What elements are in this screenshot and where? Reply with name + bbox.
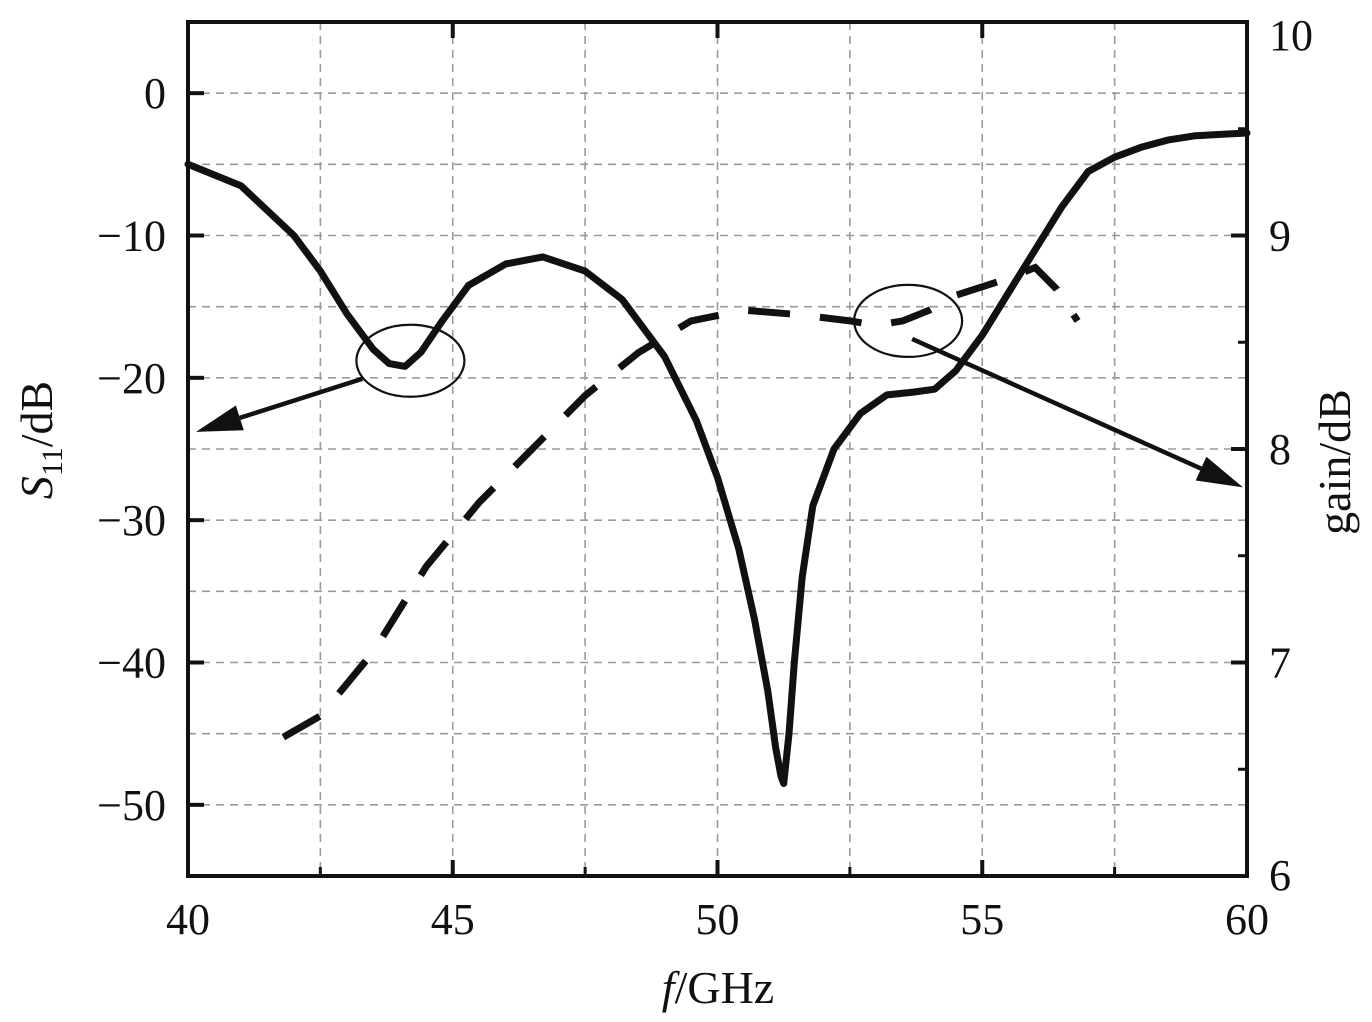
y-left-tick-label: −30 (97, 496, 166, 545)
x-tick-label: 40 (166, 895, 210, 944)
y-right-tick-label: 10 (1269, 11, 1313, 60)
y-right-tick-label: 8 (1269, 425, 1291, 474)
marker-ellipse (355, 323, 466, 398)
x-tick-label: 60 (1225, 895, 1269, 944)
x-tick-label: 45 (431, 895, 475, 944)
y-left-tick-label: −50 (97, 781, 166, 830)
s11-series-line (184, 129, 1251, 787)
y-left-tick-label: −40 (97, 639, 166, 688)
y-right-tick-label: 9 (1269, 212, 1291, 261)
y-right-tick-label: 6 (1269, 851, 1291, 900)
x-axis-title: f/GHz (662, 962, 774, 1013)
y-left-axis-title: S11/dB (11, 381, 69, 499)
y-left-tick-label: −10 (97, 212, 166, 261)
arrow-head-icon (196, 405, 244, 432)
annotations (196, 283, 1243, 488)
marker-ellipse (853, 283, 964, 358)
annotation-arrow-line (239, 376, 364, 421)
arrow-head-icon (1195, 456, 1243, 488)
gain-series-line (281, 263, 1081, 741)
x-tick-label: 55 (960, 895, 1004, 944)
annotation-arrow-line (911, 336, 1202, 471)
y-right-axis-title: gain/dB (1309, 389, 1360, 535)
tick-labels: 40 45 50 55 60 0 −10 −20 −30 −40 −50 10 9 8 7 6 (97, 11, 1313, 944)
y-right-tick-label: 7 (1269, 639, 1291, 688)
y-left-tick-label: −20 (97, 354, 166, 403)
y-left-tick-label: 0 (144, 69, 166, 118)
series-layer (184, 129, 1251, 787)
plot-frame (186, 20, 1249, 878)
x-tick-label: 50 (696, 895, 740, 944)
gridlines (188, 22, 1247, 876)
